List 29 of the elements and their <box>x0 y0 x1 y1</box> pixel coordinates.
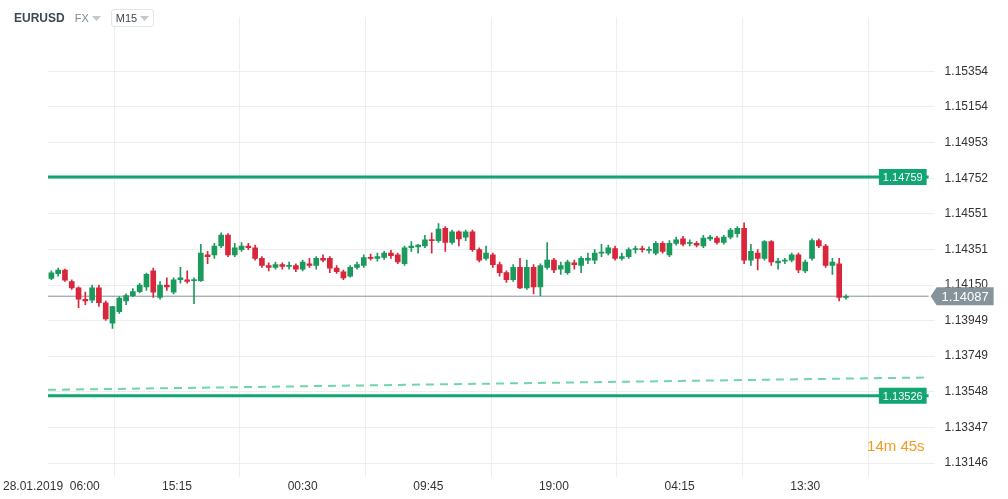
x-tick-label: 09:45 <box>413 479 444 494</box>
y-tick-label: 1.14351 <box>944 241 989 256</box>
y-tick-label: 1.15154 <box>944 99 989 114</box>
annotation: M15 <box>115 12 138 24</box>
x-tick-label: 00:30 <box>287 479 319 494</box>
candlestick <box>428 232 435 254</box>
y-tick-label: 1.13146 <box>944 455 989 470</box>
x-tick-label: 04:15 <box>664 479 695 494</box>
x-tick-label: 19:00 <box>538 479 570 494</box>
x-tick-label: 15:15 <box>162 479 193 494</box>
y-tick-label: 1.14551 <box>944 206 989 221</box>
y-tick-label: 1.13347 <box>944 419 989 434</box>
y-tick-label: 1.13749 <box>944 348 989 363</box>
annotation: FX <box>74 12 89 24</box>
x-tick-label: 13:30 <box>790 479 821 494</box>
candlestick <box>686 239 693 247</box>
y-tick-label: 1.13548 <box>944 384 989 399</box>
y-tick-label: 1.14752 <box>944 170 989 185</box>
y-tick-label: 1.15354 <box>944 63 989 78</box>
ref-line-label: 1.14759 <box>882 171 923 184</box>
y-tick-label: 1.13949 <box>944 313 989 327</box>
chart-title: EURUSD <box>14 11 65 25</box>
candlestick <box>184 270 191 284</box>
ref-line-label: 1.13526 <box>882 389 923 402</box>
y-tick-label: 1.14953 <box>944 134 989 149</box>
candlestick <box>843 294 849 300</box>
candlestick <box>639 245 646 253</box>
x-tick-label: 28.01.2019 06:00 <box>3 479 101 494</box>
annotation: 14m 45s <box>867 436 925 454</box>
